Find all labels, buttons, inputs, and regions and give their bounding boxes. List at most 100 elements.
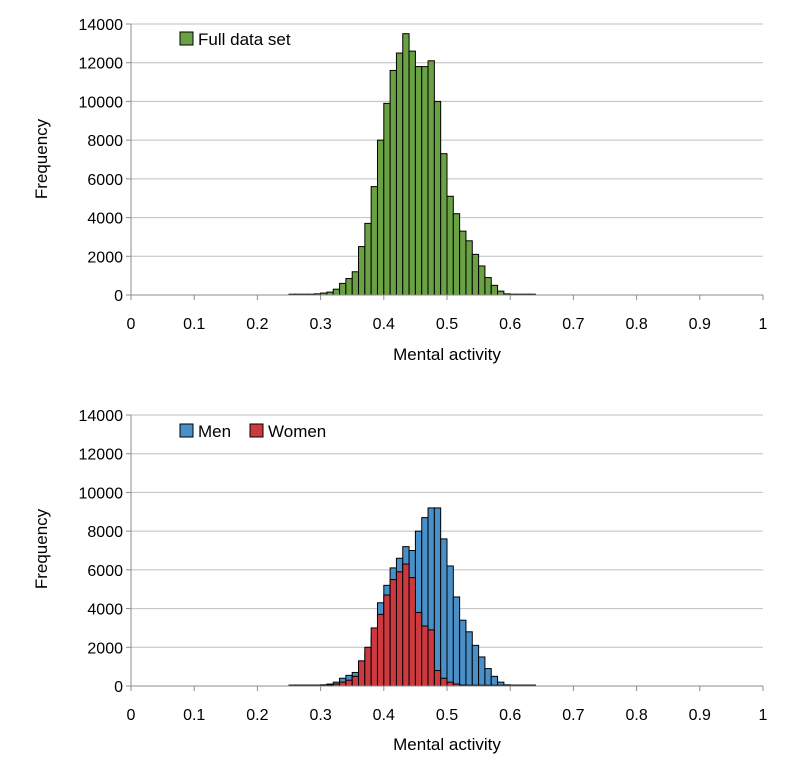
x-tick-label: 0.3 (309, 316, 331, 333)
bar-full-data-set (490, 284, 499, 296)
legend-label: Men (198, 422, 231, 441)
x-tick-label: 0 (127, 707, 136, 724)
bar-full-data-set (452, 213, 461, 296)
y-tick-label: 14000 (79, 17, 124, 34)
bar-women (351, 675, 360, 687)
legend-swatch (179, 31, 194, 46)
bar-men (459, 619, 467, 687)
y-tick-labels: 0 2000 4000 6000 8000 10000 12000 14000 (79, 408, 124, 696)
bar-full-data-set (395, 52, 404, 296)
bar-men (490, 675, 499, 687)
bar-men (433, 507, 442, 687)
legend: Men Women (179, 422, 326, 441)
x-tick-label: 0.8 (625, 316, 647, 333)
bar-full-data-set (345, 278, 353, 296)
bar-full-data-set (408, 50, 416, 296)
x-tick-label: 0.5 (436, 707, 458, 724)
bar-full-data-set (471, 253, 480, 296)
bar-full-data-set (459, 230, 467, 296)
histogram-full-data-set: 0 0.1 0.2 0.3 0.4 0.5 0.6 0.7 0.8 0.9 1 0 2000 4000 6… (32, 17, 768, 364)
y-axis-title: Frequency (32, 508, 51, 589)
x-tick-label: 0 (127, 316, 136, 333)
bar-full-data-set (339, 282, 347, 296)
y-tick-label: 2000 (87, 640, 123, 657)
bar-women (345, 679, 353, 687)
bar-men (440, 538, 448, 687)
bar-full-data-set (402, 33, 410, 296)
axes (126, 414, 764, 691)
bar-women (421, 625, 429, 687)
bar-women (370, 627, 378, 687)
bar-women (389, 579, 397, 687)
bar-full-data-set (446, 195, 454, 296)
x-tick-label: 0.4 (373, 707, 395, 724)
y-tick-label: 0 (114, 288, 123, 305)
bar-full-data-set (421, 66, 429, 296)
bar-women (364, 646, 372, 687)
x-tick-label: 0.6 (499, 707, 521, 724)
x-tick-labels: 0 0.1 0.2 0.3 0.4 0.5 0.6 0.7 0.8 0.9 1 (127, 316, 768, 333)
bar-full-data-set (383, 102, 391, 296)
x-axis-title: Mental activity (393, 735, 501, 754)
x-tick-label: 0.1 (183, 707, 205, 724)
legend-label: Women (268, 422, 326, 441)
x-tick-label: 0.8 (625, 707, 647, 724)
bar-women (383, 594, 391, 687)
x-tick-label: 0.7 (562, 316, 584, 333)
bar-women (408, 577, 416, 687)
bars (288, 33, 536, 296)
legend-label: Full data set (198, 30, 291, 49)
bar-women (376, 613, 385, 687)
y-tick-label: 8000 (87, 524, 123, 541)
x-tick-label: 0.7 (562, 707, 584, 724)
bar-women (339, 681, 347, 687)
x-tick-label: 1 (759, 316, 768, 333)
bar-men (478, 656, 486, 687)
bars (288, 507, 536, 687)
x-tick-label: 0.2 (246, 316, 268, 333)
x-tick-label: 0.9 (689, 707, 711, 724)
x-tick-label: 0.4 (373, 316, 395, 333)
legend-swatch (249, 423, 264, 438)
bar-women (446, 681, 454, 687)
bar-women (358, 660, 366, 687)
bar-full-data-set (414, 66, 423, 296)
bar-women (414, 611, 423, 687)
y-tick-label: 10000 (79, 94, 124, 111)
bar-men (446, 565, 454, 687)
bar-women (440, 677, 448, 687)
bar-full-data-set (358, 246, 366, 296)
x-tick-label: 0.2 (246, 707, 268, 724)
x-tick-label: 0.3 (309, 707, 331, 724)
x-tick-label: 0.9 (689, 316, 711, 333)
x-tick-label: 1 (759, 707, 768, 724)
y-tick-label: 12000 (79, 447, 124, 464)
bar-full-data-set (364, 222, 372, 296)
y-axis-title: Frequency (32, 118, 51, 199)
bar-full-data-set (332, 288, 341, 296)
bar-full-data-set (465, 240, 473, 296)
bar-full-data-set (478, 265, 486, 296)
bar-men (452, 596, 461, 687)
bar-women (402, 563, 410, 687)
y-tick-label: 6000 (87, 563, 123, 580)
bar-full-data-set (440, 153, 448, 296)
bar-full-data-set (376, 139, 385, 296)
axes (126, 23, 764, 300)
y-tick-label: 14000 (79, 408, 124, 425)
y-tick-labels: 0 2000 4000 6000 8000 10000 12000 14000 (79, 17, 124, 305)
y-tick-label: 0 (114, 679, 123, 696)
y-tick-label: 8000 (87, 133, 123, 150)
bar-women (395, 571, 404, 687)
bar-men (465, 631, 473, 687)
bar-full-data-set (370, 186, 378, 296)
y-tick-label: 4000 (87, 602, 123, 619)
bar-full-data-set (427, 60, 435, 296)
y-tick-label: 6000 (87, 172, 123, 189)
bar-men (471, 644, 480, 687)
bar-men (484, 668, 492, 687)
x-tick-label: 0.5 (436, 316, 458, 333)
bar-full-data-set (351, 271, 360, 296)
x-tick-label: 0.6 (499, 316, 521, 333)
